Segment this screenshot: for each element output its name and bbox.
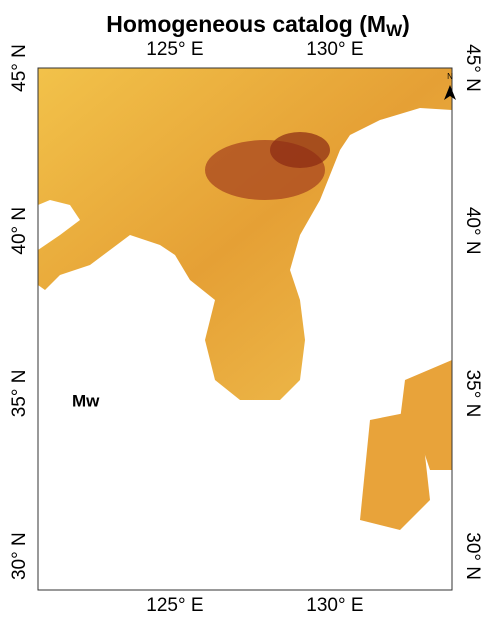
lon-tick-label-bottom: 130° E — [306, 595, 363, 616]
lon-tick-label-top: 130° E — [306, 39, 363, 60]
lon-tick-label-bottom: 125° E — [146, 595, 203, 616]
highland — [270, 132, 330, 168]
lat-tick-label-left: 35° N — [9, 370, 30, 418]
title-suffix: ) — [402, 11, 410, 37]
lat-tick-label-right: 30° N — [462, 532, 483, 580]
title-text: Homogeneous catalog (M — [106, 11, 386, 37]
title: Homogeneous catalog (MW) — [106, 11, 410, 40]
title-subscript: W — [386, 21, 403, 40]
lon-tick-label-top: 125° E — [146, 39, 203, 60]
lat-tick-label-right: 45° N — [462, 44, 483, 92]
lat-tick-label-left: 45° N — [9, 44, 30, 92]
lat-tick-label-left: 30° N — [9, 532, 30, 580]
north-label: N — [447, 72, 453, 81]
map-figure: Homogeneous catalog (MW) Mw N 125° E 125°… — [0, 0, 490, 617]
legend-title: Mw — [72, 391, 100, 410]
legend-box — [42, 385, 155, 588]
lat-tick-label-left: 40° N — [9, 207, 30, 255]
lat-tick-label-right: 40° N — [462, 207, 483, 255]
lat-tick-label-right: 35° N — [462, 370, 483, 418]
